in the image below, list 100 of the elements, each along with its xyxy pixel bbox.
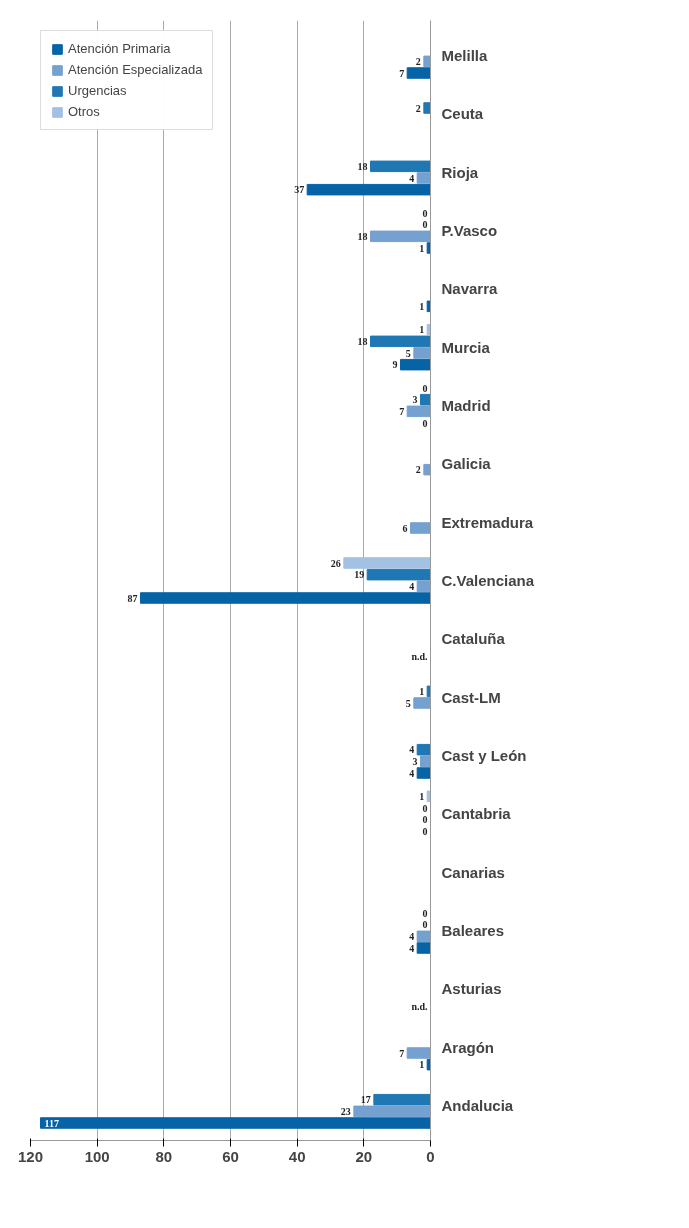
y-tick-label: Madrid [441,397,491,414]
data-label: 4 [409,942,415,954]
data-label: 0 [422,919,428,931]
bar [306,183,431,196]
x-tick-label: 60 [222,1147,239,1165]
y-tick-label: Cataluña [441,630,506,648]
y-tick-label: Cast-LM [441,688,501,706]
y-tick-label: Murcia [441,338,491,356]
y-tick-label: Andalucia [441,1097,514,1114]
y-tick-label: Galicia [441,455,492,473]
y-tick-label: Melilla [441,47,489,64]
data-label: 0 [422,207,428,219]
bar [416,172,431,184]
data-label: 18 [357,230,368,242]
bar [420,393,431,406]
data-label: 1 [419,300,425,312]
data-label: 9 [392,359,398,371]
y-tick-label: Aragón [441,1038,494,1056]
bar [406,1047,431,1059]
data-label: 4 [409,580,415,592]
bar [420,755,431,768]
data-label: 4 [409,930,415,942]
bar [423,102,431,114]
bar [423,463,431,476]
data-label: 19 [354,569,365,581]
bar [413,697,431,709]
data-label: 2 [415,102,421,114]
bar [400,358,431,371]
data-label: 1 [419,790,425,802]
data-label: 3 [412,394,418,406]
data-label: 23 [340,1105,351,1117]
data-label: 17 [360,1094,371,1106]
y-tick-label: C.Valenciana [441,572,535,589]
y-tick-label: Navarra [441,280,499,298]
data-label: 5 [405,347,411,359]
bar [406,405,431,418]
text: n.d. [411,650,428,662]
x-tick-label: 100 [84,1147,110,1165]
bar [343,557,431,569]
bar [423,55,431,68]
x-tick-label: 20 [355,1147,373,1165]
legend-label: Atención Primaria [68,41,171,56]
y-tick-label: Extremadura [441,513,534,531]
x-tick-label: 0 [426,1147,435,1165]
data-label: 87 [127,592,138,604]
data-label: 0 [422,417,428,429]
x-tick-label: 120 [17,1147,44,1165]
bar [416,930,431,943]
y-tick-label: Ceuta [441,105,484,123]
y-tick-label: Cantabria [441,805,512,823]
bar [140,592,431,604]
data-label: 0 [422,802,428,814]
data-label: 37 [294,184,305,196]
y-tick-label: Cast y León [441,747,527,764]
bar [416,767,431,779]
data-label: 0 [422,907,428,919]
y-tick-label: Rioja [441,163,479,181]
data-label: 1 [419,685,425,697]
bar [416,580,431,593]
data-label: 2 [415,464,421,476]
data-label: 0 [422,814,428,826]
data-label: 0 [422,219,428,231]
data-label: 117 [44,1117,59,1129]
data-label: 2 [415,55,421,67]
data-label: 18 [357,335,368,347]
data-label: 4 [409,172,415,184]
y-tick-label: Canarias [441,863,505,881]
x-tick-label: 40 [288,1147,306,1165]
bar [373,1093,431,1106]
data-label: 6 [402,522,408,534]
y-tick-label: P.Vasco [441,222,498,239]
bar [370,335,431,348]
data-label: 0 [422,382,428,394]
y-tick-label: Baleares [441,922,505,939]
data-label: 0 [422,825,428,837]
data-label: 7 [399,405,405,417]
data-label: 1 [419,324,425,336]
text: n.d. [411,1000,428,1012]
bar [406,67,431,79]
legend-label: Atención Especializada [68,62,203,77]
bar [416,743,431,756]
bar [370,160,431,173]
data-label: 18 [357,160,368,172]
legend-label: Urgencias [68,83,127,98]
data-label: 26 [330,557,341,569]
x-tick-label: 80 [155,1147,173,1165]
legend-label: Otros [68,104,100,119]
data-label: 1 [419,242,425,254]
data-label: 5 [405,697,411,709]
data-label: 7 [399,67,405,79]
bar [410,522,431,534]
bar [416,942,431,954]
y-tick-label: Asturias [441,980,502,998]
bar [370,230,431,243]
data-label: 3 [412,755,418,767]
bar [353,1105,431,1118]
data-label: 1 [419,1059,425,1071]
data-label: 4 [409,767,415,779]
data-label: 7 [399,1047,405,1059]
bar [40,1117,431,1129]
